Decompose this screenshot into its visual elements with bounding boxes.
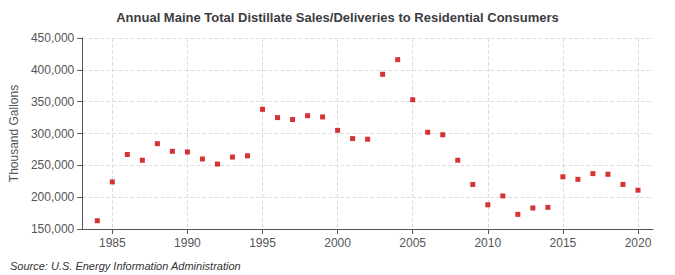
svg-text:2010: 2010 [474,236,501,250]
svg-text:2020: 2020 [625,236,652,250]
svg-text:200,000: 200,000 [31,190,75,204]
svg-text:2015: 2015 [550,236,577,250]
svg-text:Annual Maine Total Distillate: Annual Maine Total Distillate Sales/Deli… [116,10,559,25]
svg-text:Source: U.S. Energy Informatio: Source: U.S. Energy Information Administ… [10,260,241,272]
svg-text:1985: 1985 [99,236,126,250]
svg-text:Thousand Gallons: Thousand Gallons [7,85,21,182]
svg-text:2000: 2000 [324,236,351,250]
svg-text:1995: 1995 [249,236,276,250]
svg-text:1990: 1990 [174,236,201,250]
svg-text:150,000: 150,000 [31,222,75,236]
svg-text:450,000: 450,000 [31,31,75,45]
svg-text:300,000: 300,000 [31,127,75,141]
svg-text:350,000: 350,000 [31,95,75,109]
svg-text:250,000: 250,000 [31,158,75,172]
svg-text:400,000: 400,000 [31,63,75,77]
svg-text:2005: 2005 [399,236,426,250]
